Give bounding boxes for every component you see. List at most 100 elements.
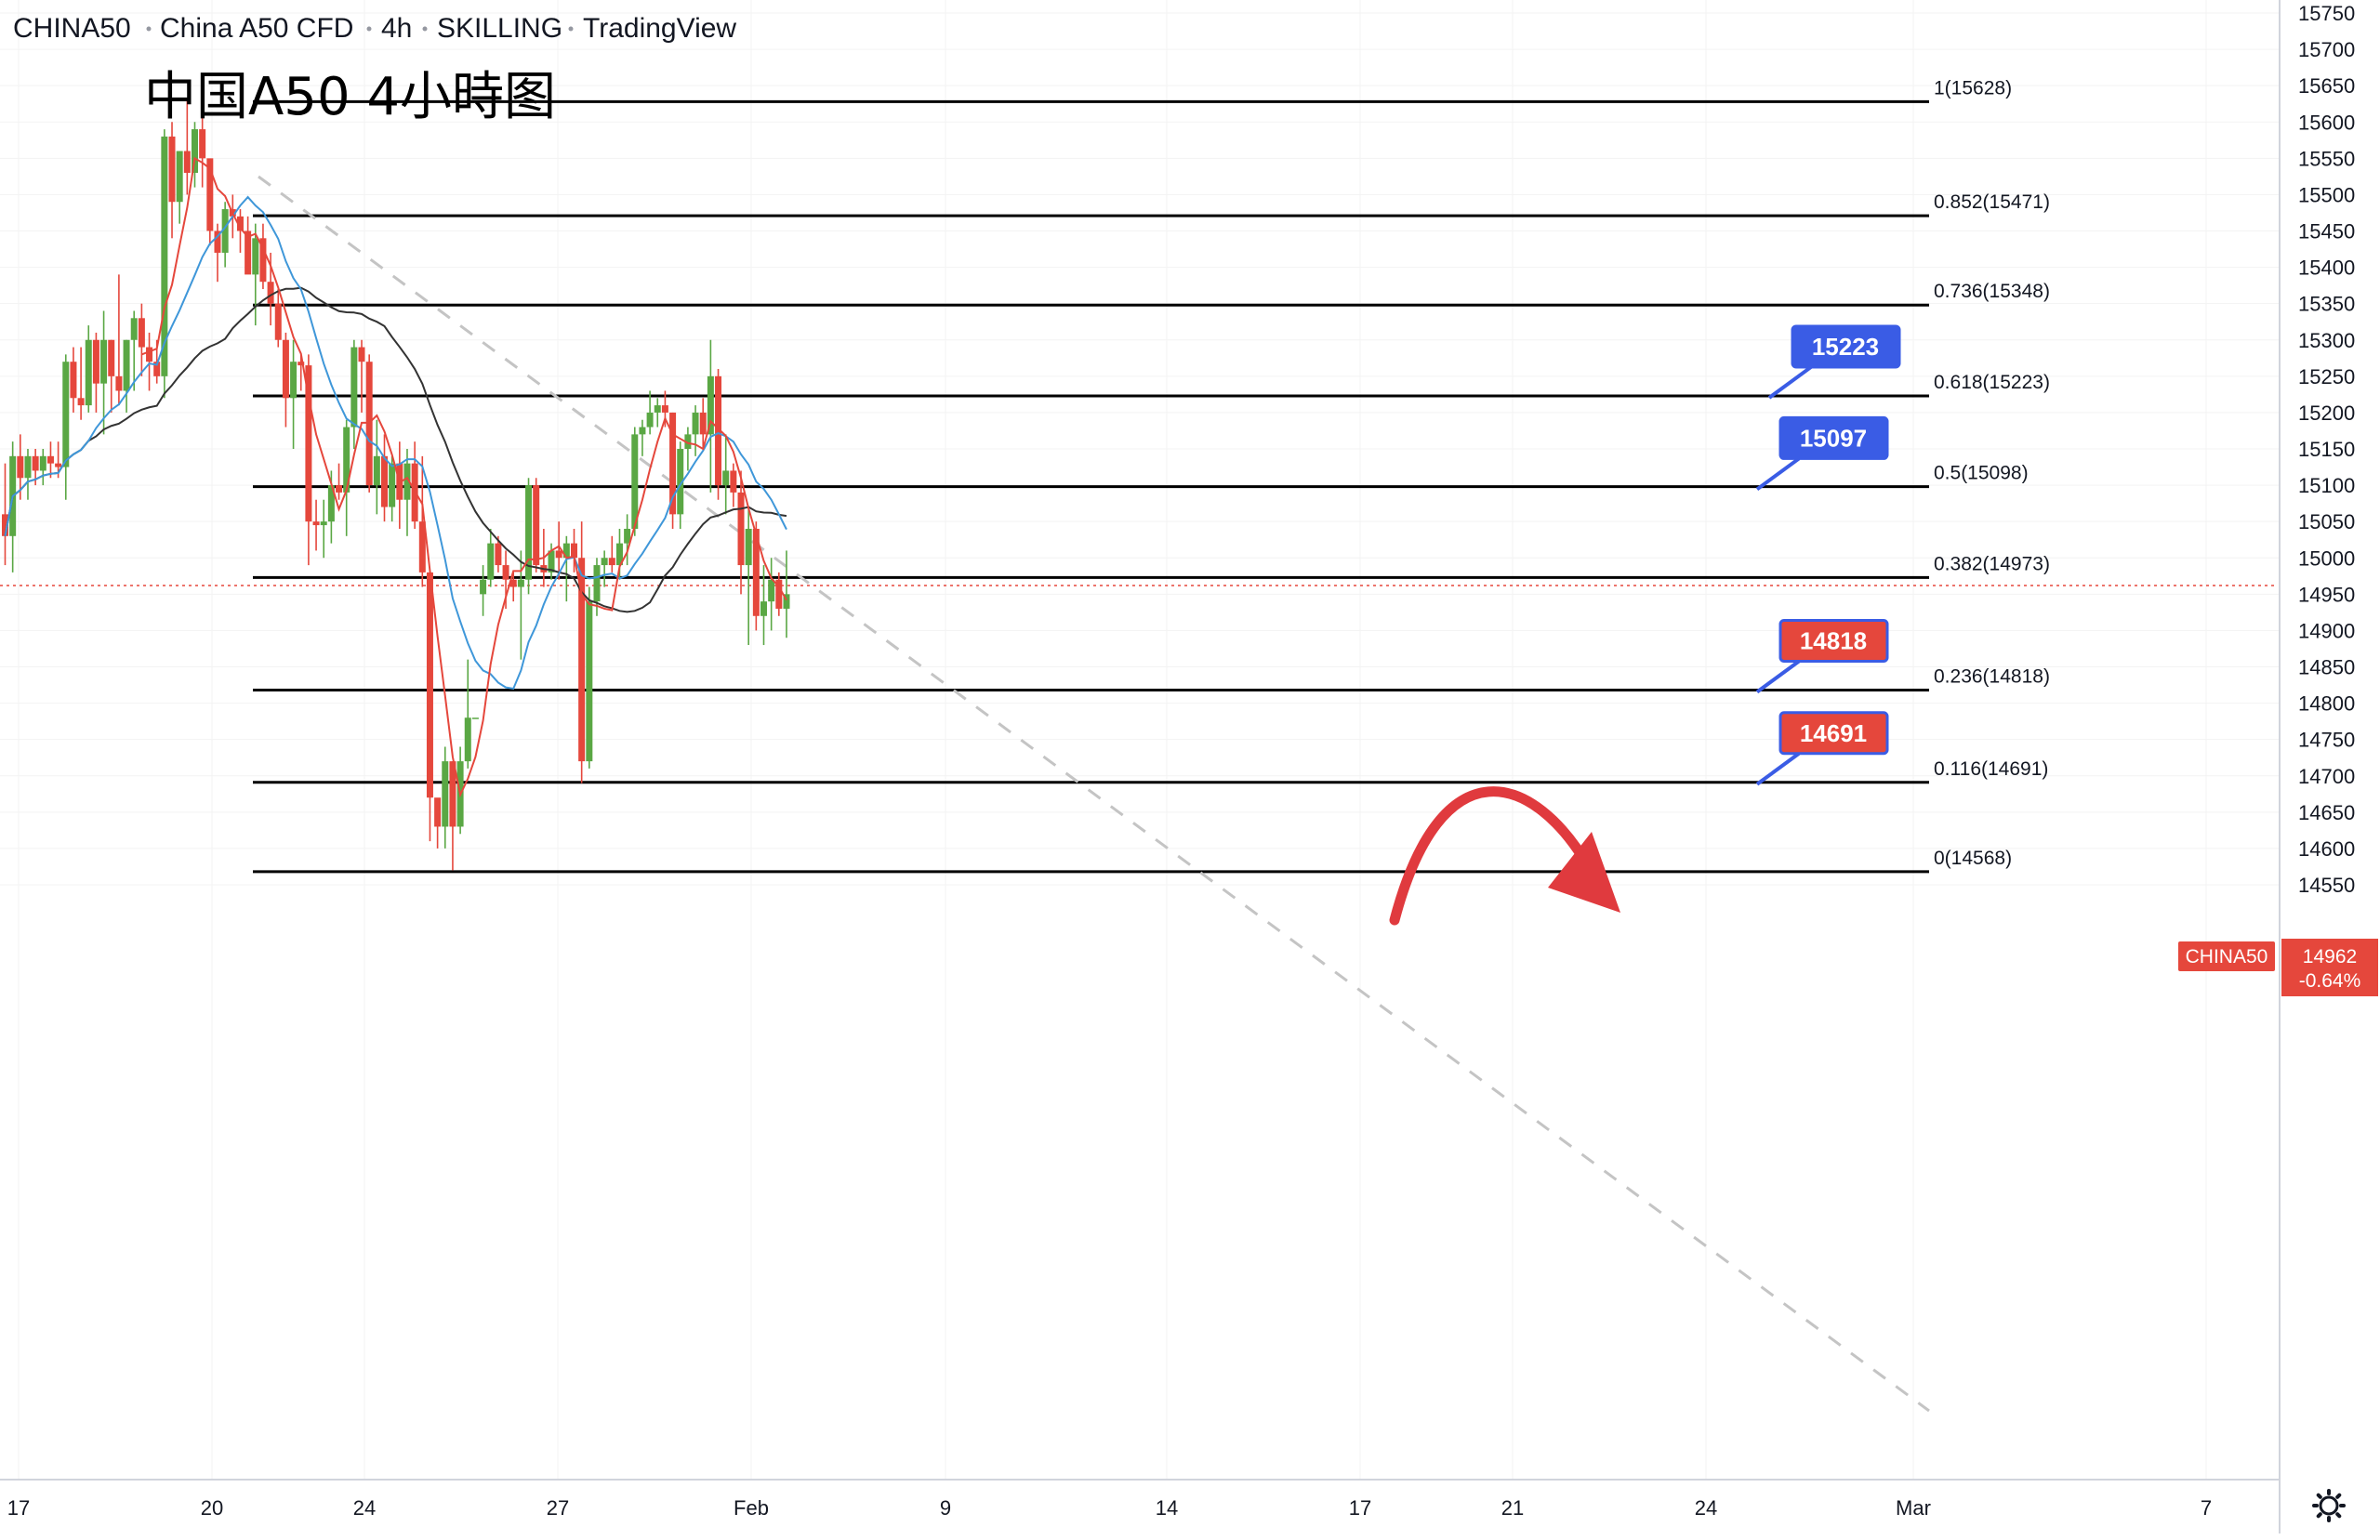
header-separator <box>146 26 152 32</box>
candle <box>130 310 138 391</box>
candle <box>487 528 495 587</box>
time-axis: 17 20 24 27 Feb 9 14 17 21 24 Mar 7 <box>7 1496 2212 1520</box>
candle <box>426 572 433 842</box>
candle <box>336 463 343 500</box>
candle <box>92 332 99 413</box>
y-tick-label: 15200 <box>2298 401 2355 425</box>
gear-icon[interactable] <box>2312 1489 2346 1522</box>
x-tick-label: 27 <box>547 1496 569 1520</box>
y-tick-label: 14950 <box>2298 583 2355 606</box>
price-annotation[interactable]: 14818 <box>1755 619 1889 694</box>
candle <box>737 470 745 595</box>
candle <box>236 209 244 253</box>
projection-arrowhead <box>1548 832 1620 913</box>
annotation-label: 14818 <box>1800 627 1867 655</box>
trend-line <box>258 175 1930 1413</box>
candle <box>639 419 646 456</box>
candle <box>654 398 661 428</box>
candle <box>752 521 760 631</box>
candle <box>533 478 540 573</box>
candle <box>699 398 707 450</box>
candle <box>692 405 699 456</box>
x-tick-label: 17 <box>7 1496 30 1520</box>
x-tick-label: 20 <box>201 1496 223 1520</box>
candle <box>146 332 153 391</box>
price-annotation[interactable]: 15223 <box>1767 324 1901 400</box>
y-tick-label: 14850 <box>2298 656 2355 679</box>
fib-label: 0.852(15471) <box>1934 191 2050 213</box>
candle <box>70 347 77 413</box>
fib-label: 0.382(14973) <box>1934 553 2050 574</box>
x-tick-label: 24 <box>1695 1496 1717 1520</box>
x-tick-label: Feb <box>734 1496 769 1520</box>
fib-label: 0.116(14691) <box>1934 758 2048 780</box>
candle <box>245 216 252 275</box>
candle <box>517 550 524 660</box>
header-separator <box>568 26 574 32</box>
candle <box>775 572 783 616</box>
candle <box>715 369 722 500</box>
candle <box>555 521 562 580</box>
fibonacci-levels: 1(15628) 0.852(15471) 0.736(15348) 0.618(15… <box>253 77 2050 874</box>
candle <box>274 289 282 348</box>
candle <box>509 572 517 602</box>
candle <box>320 499 327 559</box>
x-tick-label: Mar <box>1896 1496 1931 1520</box>
price-tag-value: 14962 <box>2303 946 2357 967</box>
price-annotation[interactable]: 14691 <box>1755 711 1889 786</box>
candle <box>707 339 714 493</box>
annotation-label: 15097 <box>1800 424 1867 452</box>
candle <box>578 521 586 783</box>
annotation-label: 14691 <box>1800 719 1867 747</box>
y-tick-label: 15350 <box>2298 293 2355 316</box>
y-tick-label: 15250 <box>2298 365 2355 388</box>
price-annotation[interactable]: 15097 <box>1755 415 1889 492</box>
y-tick-label: 15750 <box>2298 2 2355 25</box>
x-tick-label: 24 <box>353 1496 376 1520</box>
candle <box>161 129 168 399</box>
candle <box>199 114 206 188</box>
candle <box>449 761 456 871</box>
fib-label: 1(15628) <box>1934 77 2012 99</box>
candle <box>669 412 677 529</box>
candle <box>562 535 570 602</box>
candle <box>138 303 145 376</box>
candle <box>646 390 654 435</box>
x-tick-label: 7 <box>2201 1496 2212 1520</box>
candle <box>305 354 312 566</box>
interval-label[interactable]: 4h <box>381 13 412 44</box>
y-tick-label: 15700 <box>2298 38 2355 61</box>
candle <box>62 354 70 500</box>
y-tick-label: 15550 <box>2298 147 2355 170</box>
y-tick-label: 15600 <box>2298 111 2355 134</box>
candle <box>85 325 92 413</box>
candle <box>214 223 221 283</box>
candle <box>176 151 183 224</box>
header-separator <box>422 26 428 32</box>
ma-slow-line <box>4 286 787 613</box>
y-tick-label: 15300 <box>2298 329 2355 352</box>
fib-label: 0.736(15348) <box>1934 281 2050 302</box>
candle <box>722 434 730 515</box>
y-tick-label: 15000 <box>2298 546 2355 570</box>
candle <box>525 478 533 595</box>
candle <box>471 717 479 719</box>
candle <box>108 339 115 413</box>
symbol-label[interactable]: CHINA50 <box>13 13 131 44</box>
platform-label: TradingView <box>583 13 736 44</box>
y-tick-label: 14750 <box>2298 729 2355 752</box>
y-tick-label: 15650 <box>2298 74 2355 98</box>
projection-arrow <box>1389 786 1595 926</box>
candle <box>2 463 8 566</box>
y-tick-label: 15500 <box>2298 183 2355 206</box>
price-axis: 15750 15700 15650 15600 15550 15500 15450 15400… <box>2298 2 2355 897</box>
y-tick-label: 14800 <box>2298 692 2355 716</box>
y-tick-label: 15450 <box>2298 220 2355 244</box>
candle <box>495 535 502 573</box>
candle <box>586 586 593 769</box>
candle <box>760 565 767 646</box>
candle <box>418 455 426 587</box>
y-tick-label: 15100 <box>2298 474 2355 497</box>
candle <box>206 158 214 246</box>
